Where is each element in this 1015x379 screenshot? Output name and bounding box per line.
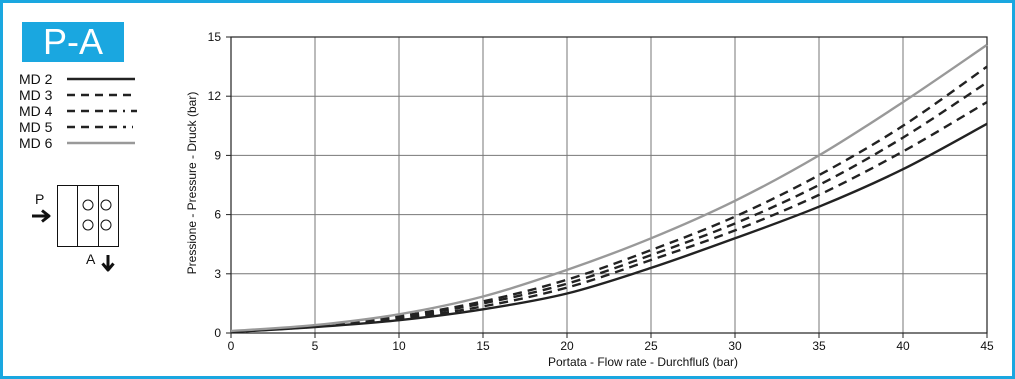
y-axis-label: Pressione - Pressure - Druck (bar) — [185, 92, 199, 275]
valve-block-icon — [57, 185, 119, 247]
legend-item-md2: MD 2 — [19, 71, 139, 87]
port-p-label: P — [35, 191, 45, 207]
x-tick-label: 0 — [228, 339, 235, 353]
legend-item-md6: MD 6 — [19, 135, 139, 151]
legend-label: MD 4 — [19, 103, 53, 119]
legend-swatch-solid-gray — [67, 141, 135, 145]
y-tick-label: 3 — [214, 267, 221, 281]
series-line-md3 — [230, 101, 988, 334]
y-tick-label: 15 — [208, 30, 222, 44]
tick-labels: 0 5 10 15 20 25 30 35 40 45 0 3 6 9 12 15 — [208, 30, 994, 353]
legend-item-md5: MD 5 — [19, 119, 139, 135]
series-line-md6 — [230, 43, 988, 333]
x-tick-label: 15 — [476, 339, 490, 353]
arrow-down-icon — [101, 255, 115, 272]
x-tick-label: 5 — [312, 339, 319, 353]
legend-swatch-solid — [67, 77, 135, 81]
legend-label: MD 6 — [19, 135, 53, 151]
legend-label: MD 2 — [19, 71, 53, 87]
series-line-md5 — [230, 65, 988, 334]
legend-label: MD 5 — [19, 119, 53, 135]
x-tick-label: 10 — [392, 339, 406, 353]
arrow-right-icon — [32, 209, 51, 223]
legend-swatch-dashed — [67, 125, 133, 129]
x-tick-label: 30 — [728, 339, 742, 353]
y-tick-label: 6 — [214, 208, 221, 222]
series-line-md4 — [230, 81, 988, 334]
series-layer — [230, 43, 988, 334]
valve-schema: P A — [31, 185, 151, 275]
legend-swatch-dashed — [67, 109, 137, 113]
port-a-label: A — [86, 251, 96, 267]
grid — [226, 36, 988, 338]
x-tick-label: 35 — [812, 339, 826, 353]
x-tick-label: 40 — [896, 339, 910, 353]
legend-swatch-dashed — [67, 93, 137, 97]
legend-label: MD 3 — [19, 87, 53, 103]
y-tick-label: 12 — [208, 89, 222, 103]
plot-border — [230, 36, 988, 334]
flow-pressure-chart: 0 5 10 15 20 25 30 35 40 45 0 3 6 9 12 15 Portata - Flo… — [185, 30, 994, 369]
y-tick-label: 9 — [214, 148, 221, 162]
x-tick-label: 25 — [644, 339, 658, 353]
x-tick-label: 20 — [560, 339, 574, 353]
legend-item-md3: MD 3 — [19, 87, 139, 103]
x-tick-label: 45 — [980, 339, 994, 353]
legend: MD 2 MD 3 MD 4 MD 5 MD 6 — [19, 71, 139, 151]
x-axis-label: Portata - Flow rate - Durchfluß (bar) — [548, 355, 738, 369]
y-tick-label: 0 — [214, 326, 221, 340]
chart-area: 0 5 10 15 20 25 30 35 40 45 0 3 6 9 12 15 Portata - Flo… — [178, 23, 1008, 373]
legend-item-md4: MD 4 — [19, 103, 139, 119]
diagram-badge: P-A — [22, 22, 124, 62]
